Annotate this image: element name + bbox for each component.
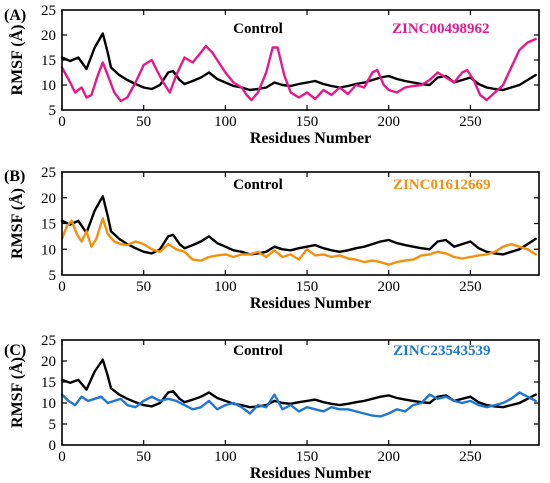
x-tick-label: 0 (58, 449, 66, 465)
y-axis-title: RMSF (Å) (8, 25, 26, 96)
x-tick-label: 50 (136, 114, 151, 130)
x-tick-label: 200 (377, 279, 400, 295)
y-tick-label: 25 (41, 165, 56, 181)
x-tick-label: 200 (377, 449, 400, 465)
y-tick-label: 0 (49, 438, 57, 454)
panel-label: (A) (4, 7, 26, 24)
panel-label: (C) (4, 342, 26, 359)
x-tick-label: 250 (459, 449, 482, 465)
legend-ligand: ZINC00498962 (392, 21, 490, 37)
x-tick-label: 150 (296, 279, 319, 295)
x-tick-label: 150 (296, 114, 319, 130)
series-line-zinc23543539 (60, 391, 537, 418)
y-tick-label: 20 (41, 354, 56, 370)
legend-control: Control (233, 343, 283, 359)
x-tick-label: 100 (214, 114, 237, 130)
x-axis-title: Residues Number (250, 295, 371, 312)
x-tick-label: 250 (459, 279, 482, 295)
y-tick-label: 25 (41, 3, 56, 19)
legend-control: Control (233, 21, 283, 37)
x-tick-label: 0 (58, 279, 66, 295)
y-tick-label: 15 (41, 375, 56, 391)
y-tick-label: 10 (41, 396, 56, 412)
panel-label: (B) (4, 168, 25, 185)
y-axis-title: RMSF (Å) (8, 188, 26, 259)
y-tick-label: 10 (41, 78, 56, 94)
x-tick-label: 250 (459, 114, 482, 130)
y-tick-label: 5 (49, 103, 57, 119)
x-axis-title: Residues Number (250, 130, 371, 147)
y-tick-label: 10 (41, 242, 56, 258)
x-tick-label: 200 (377, 114, 400, 130)
legend-ligand: ZINC01612669 (393, 177, 491, 193)
y-tick-label: 20 (41, 28, 56, 44)
series-line-zinc01612669 (60, 217, 537, 266)
legend-ligand: ZINC23543539 (393, 343, 491, 359)
y-axis-title: RMSF (Å) (8, 357, 26, 428)
x-tick-label: 150 (296, 449, 319, 465)
x-tick-label: 0 (58, 114, 66, 130)
plot-frame (61, 339, 540, 446)
x-tick-label: 50 (136, 279, 151, 295)
legend-control: Control (233, 177, 283, 193)
y-tick-label: 15 (41, 53, 56, 69)
series-line-zinc00498962 (60, 37, 537, 103)
x-tick-label: 50 (136, 449, 151, 465)
x-axis-title: Residues Number (250, 465, 371, 482)
y-tick-label: 15 (41, 217, 56, 233)
chart-panel-a: 0 50 100 150 200 250 5 10 15 20 25 Residues Number R… (4, 3, 540, 147)
y-tick-label: 25 (41, 333, 56, 349)
x-tick-label: 100 (214, 449, 237, 465)
chart-panel-b: 0 50 100 150 200 250 5 10 15 20 25 Residues Number R… (4, 165, 540, 312)
series-line-control (60, 32, 537, 92)
y-tick-label: 5 (49, 268, 57, 284)
y-tick-label: 5 (49, 417, 57, 433)
series-line-control (60, 195, 537, 256)
x-tick-label: 100 (214, 279, 237, 295)
y-tick-label: 20 (41, 191, 56, 207)
series-line-control (60, 358, 537, 409)
